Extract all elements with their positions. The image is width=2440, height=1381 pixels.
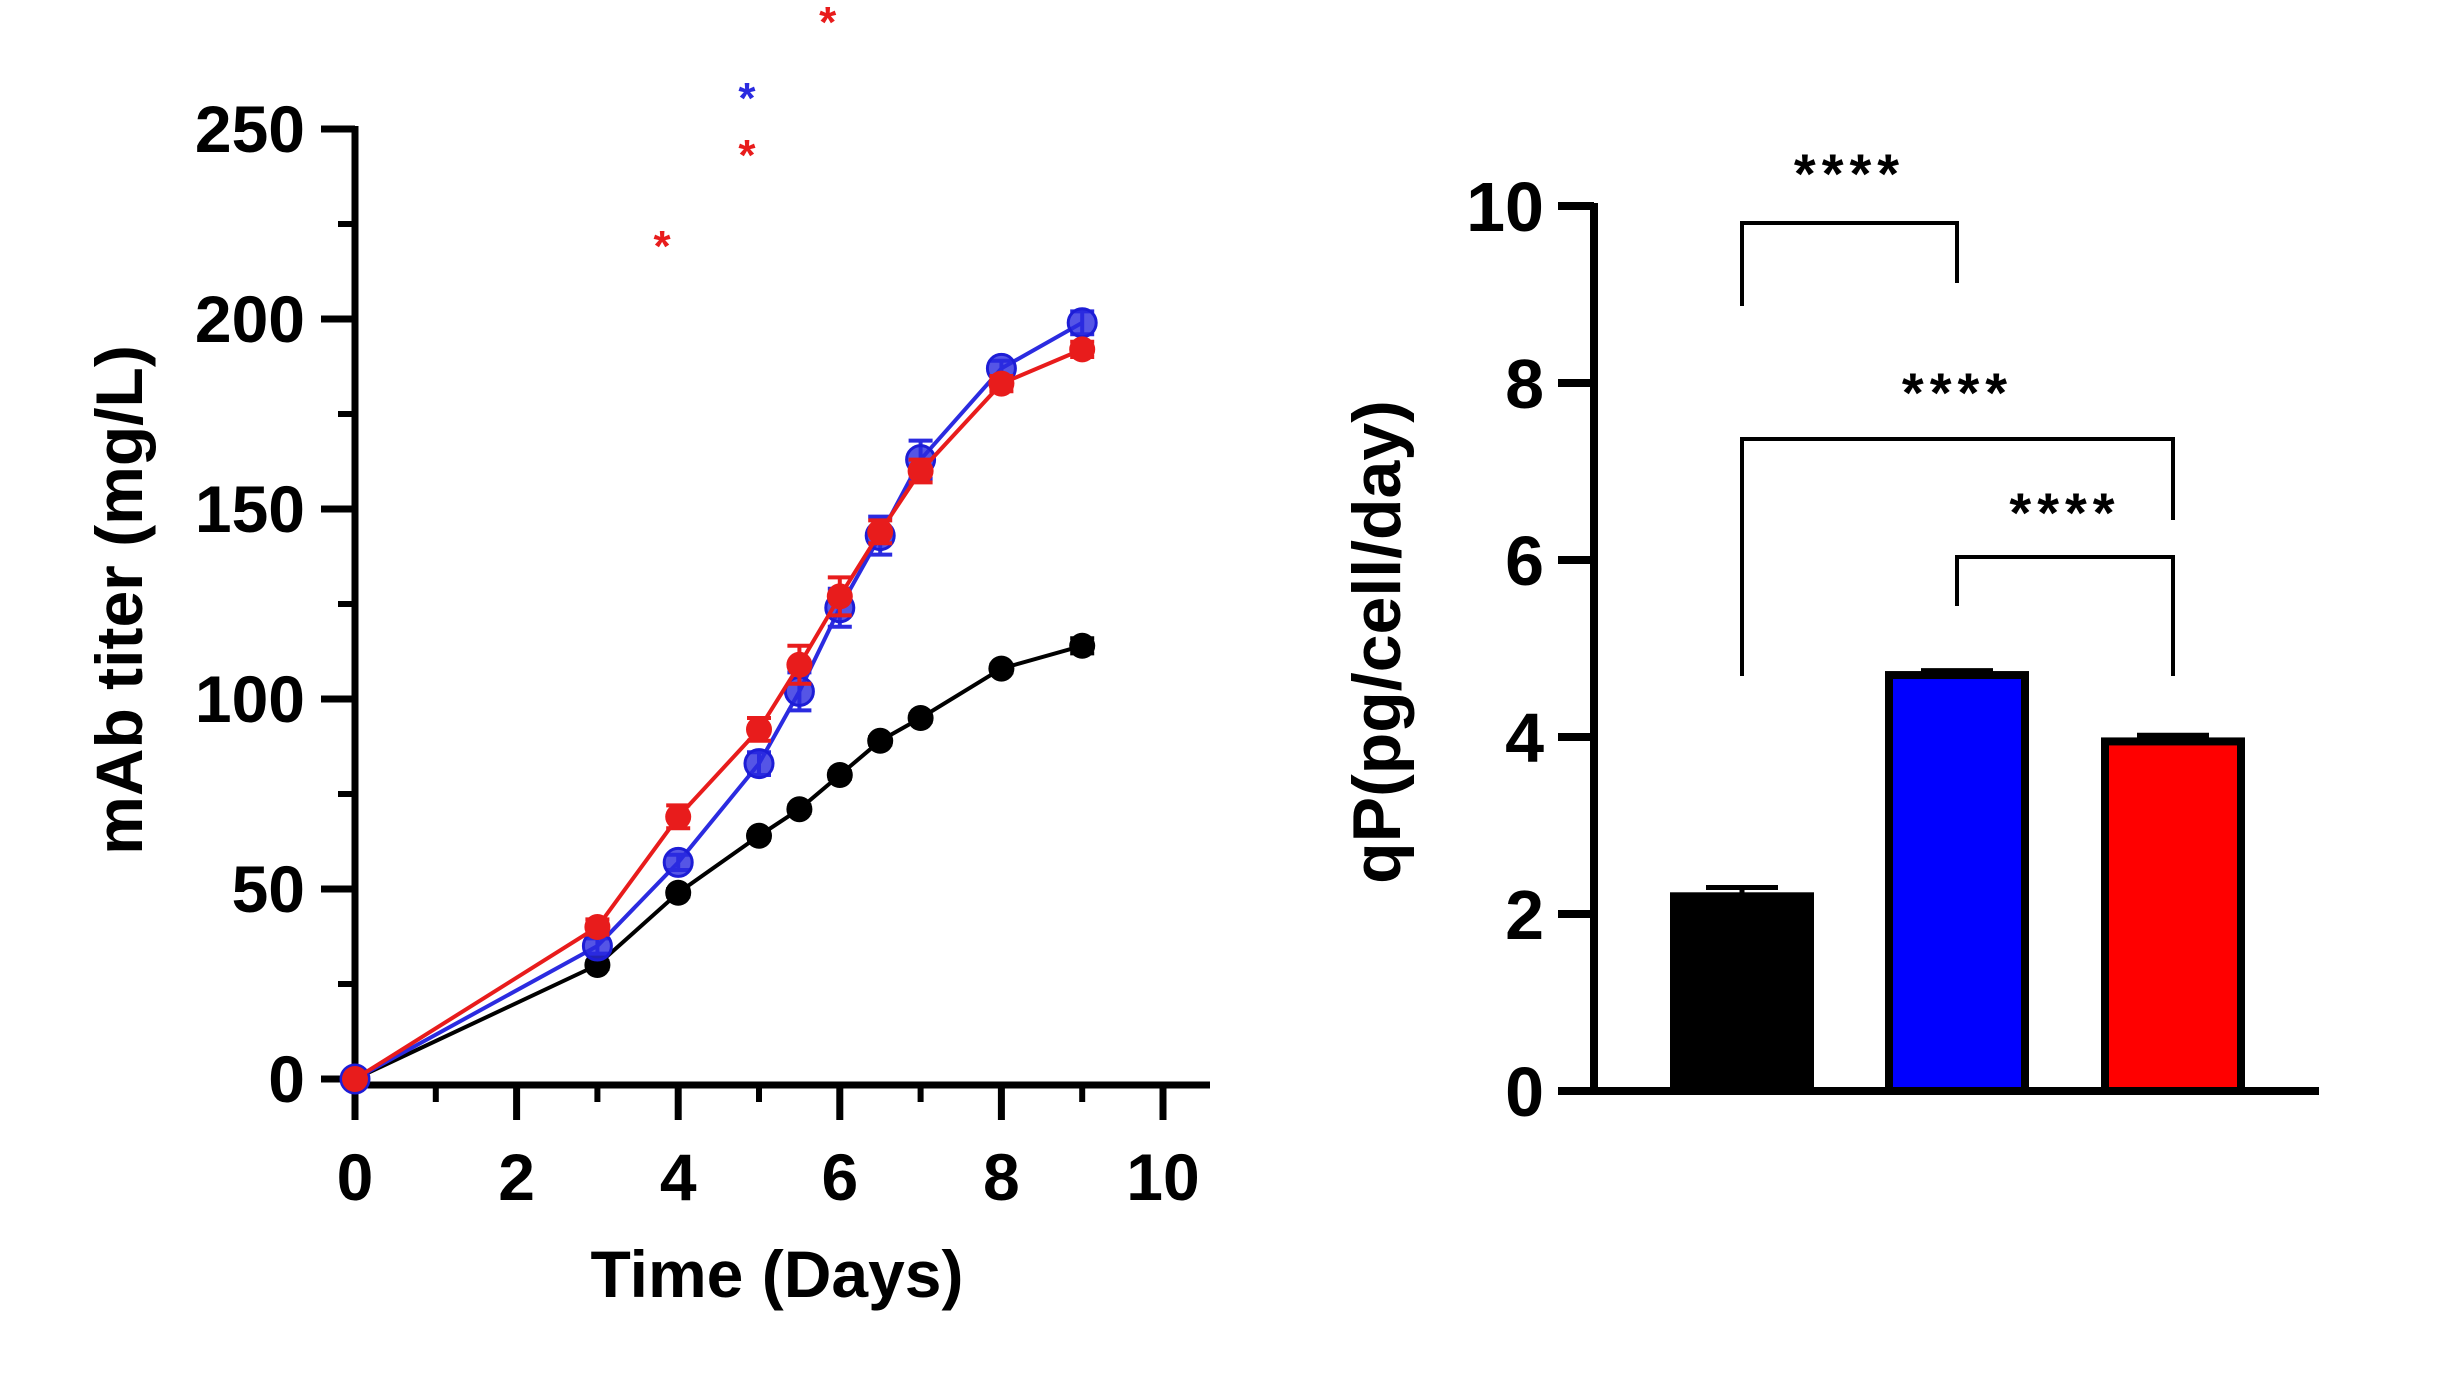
significance-label: **** xyxy=(2009,481,2120,544)
line-data-point xyxy=(1069,632,1096,659)
bar-chart-y-tick-label: 10 xyxy=(1466,168,1544,246)
line-chart-x-tick-label: 10 xyxy=(1126,1140,1199,1214)
bar-chart-y-tick-label: 4 xyxy=(1505,699,1544,777)
line-data-point xyxy=(665,803,692,830)
line-data-point xyxy=(584,914,611,940)
line-data-point xyxy=(988,370,1015,397)
significance-asterisk: * xyxy=(653,222,671,271)
bar xyxy=(1670,892,1814,1095)
bar-chart-y-tick-label: 2 xyxy=(1505,876,1544,954)
line-chart-y-axis-title: mAb titer (mg/L) xyxy=(82,345,156,855)
line-chart-y-tick-label: 250 xyxy=(195,92,305,166)
line-data-point xyxy=(1066,307,1098,339)
line-chart-x-tick-label: 8 xyxy=(983,1140,1020,1214)
significance-label: **** xyxy=(1902,361,2013,424)
line-data-point xyxy=(662,846,694,878)
line-data-point xyxy=(743,748,775,780)
bar-chart-y-tick-label: 0 xyxy=(1505,1053,1544,1131)
significance-bracket xyxy=(1740,221,1959,306)
line-series-path xyxy=(353,347,1083,1081)
bar-chart-y-tick-label: 8 xyxy=(1505,345,1544,423)
line-data-point xyxy=(907,705,934,731)
line-chart-x-axis-title: Time (Days) xyxy=(591,1237,964,1311)
line-series xyxy=(339,307,1098,1095)
significance-label: **** xyxy=(1794,142,1905,205)
line-data-point xyxy=(665,879,692,906)
line-chart-x-tick-label: 4 xyxy=(660,1140,697,1214)
significance-asterisk: * xyxy=(738,131,756,180)
significance-bracket xyxy=(1955,555,2175,676)
titer-line-chart: mAb titer (mg/L) Time (Days) 05010015020… xyxy=(82,0,1210,1311)
line-data-point xyxy=(867,727,894,754)
line-chart-y-tick-label: 200 xyxy=(195,282,305,356)
line-chart-y-tick-label: 0 xyxy=(268,1042,305,1116)
significance-asterisk: * xyxy=(819,0,837,47)
line-data-point xyxy=(786,796,813,823)
line-data-point xyxy=(907,458,934,484)
line-chart-y-tick-label: 150 xyxy=(195,472,305,546)
line-data-point xyxy=(988,655,1015,682)
line-data-point xyxy=(746,822,772,849)
line-data-point xyxy=(867,518,894,545)
line-chart-y-tick-label: 50 xyxy=(232,852,305,926)
line-data-point xyxy=(746,716,772,743)
bar xyxy=(2101,737,2245,1095)
line-data-point xyxy=(786,651,813,678)
qp-bar-chart: qP(pg/cell/day) 0 2 4 6 8 10 **** **** **** xyxy=(1339,142,2319,1131)
line-series xyxy=(342,336,1096,1092)
line-data-point xyxy=(826,583,853,610)
line-chart-y-tick-label: 100 xyxy=(195,662,305,736)
line-data-point xyxy=(342,1066,368,1092)
line-chart-x-tick-label: 0 xyxy=(337,1140,374,1214)
significance-bracket xyxy=(1740,437,2175,676)
line-chart-x-tick-label: 2 xyxy=(498,1140,535,1214)
line-series-path xyxy=(354,321,1084,1081)
bar xyxy=(1885,671,2029,1095)
line-data-point xyxy=(1069,336,1096,363)
bar-chart-y-axis-title: qP(pg/cell/day) xyxy=(1339,400,1415,884)
bar-chart-y-tick-label: 6 xyxy=(1505,522,1544,600)
significance-asterisk: * xyxy=(738,74,756,123)
line-chart-x-tick-label: 6 xyxy=(821,1140,858,1214)
line-data-point xyxy=(826,762,853,788)
line-series-path xyxy=(354,643,1083,1081)
